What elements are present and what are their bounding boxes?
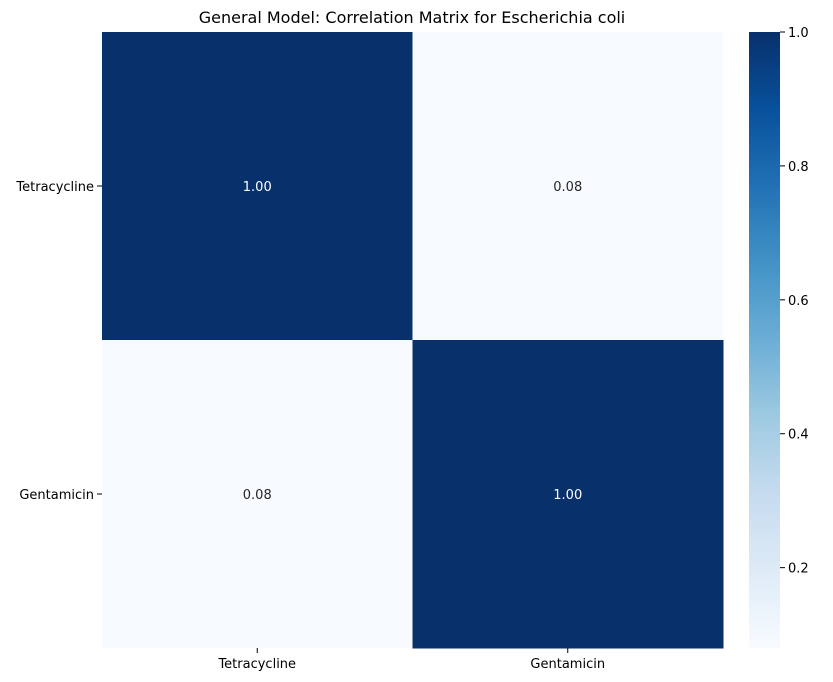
- y-axis: Tetracycline Gentamicin: [15, 180, 102, 503]
- cell-label: 0.08: [553, 180, 582, 195]
- colorbar: [749, 32, 780, 648]
- y-tick-label: Tetracycline: [15, 180, 94, 195]
- heatmap-cell: [412, 340, 724, 649]
- cell-label: 1.00: [243, 180, 272, 195]
- colorbar-tick-label: 0.6: [788, 294, 809, 309]
- y-tick-label: Gentamicin: [19, 488, 94, 503]
- heatmap-cell: [102, 340, 413, 649]
- heatmap-cell: [412, 32, 724, 341]
- colorbar-tick-label: 0.8: [788, 160, 809, 175]
- heatmap-cells: 1.00 0.08 0.08 1.00: [102, 32, 724, 649]
- chart-title: General Model: Correlation Matrix for Es…: [199, 8, 626, 27]
- cell-label: 1.00: [553, 488, 582, 503]
- colorbar-axis: 0.2 0.4 0.6 0.8 1.0: [780, 26, 809, 577]
- x-axis: Tetracycline Gentamicin: [217, 648, 605, 672]
- colorbar-tick-label: 0.4: [788, 428, 809, 443]
- x-tick-label: Gentamicin: [530, 657, 605, 672]
- x-tick-label: Tetracycline: [217, 657, 296, 672]
- colorbar-tick-label: 0.2: [788, 562, 809, 577]
- heatmap-cell: [102, 32, 413, 341]
- colorbar-tick-label: 1.0: [788, 26, 809, 41]
- cell-label: 0.08: [243, 488, 272, 503]
